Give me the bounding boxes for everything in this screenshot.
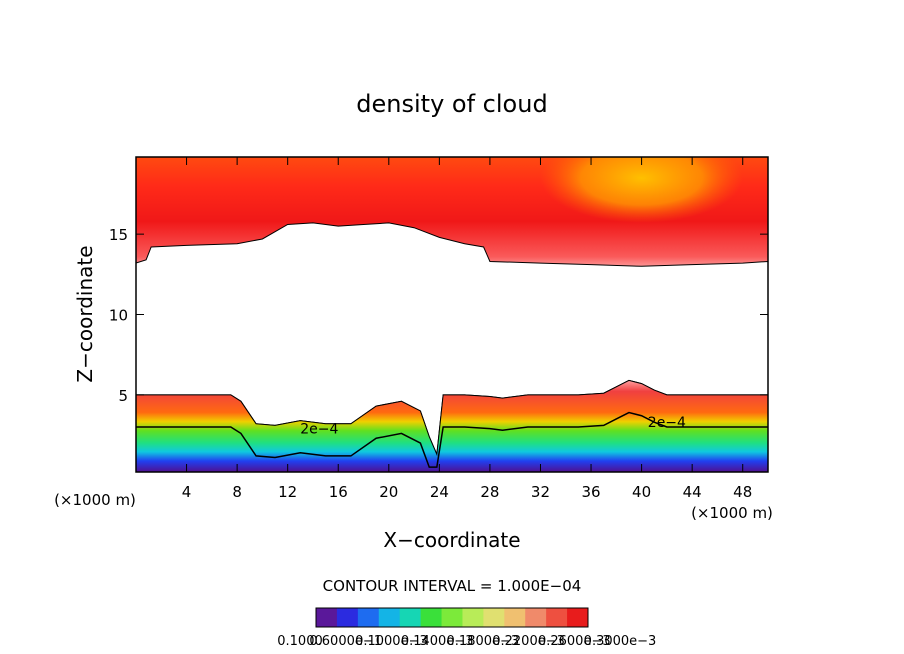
colorbar-swatch-7 (462, 608, 484, 627)
x-tick-label-1: 8 (232, 483, 242, 501)
upper-cloud-core (540, 157, 743, 223)
x-tick-label-9: 40 (632, 483, 651, 501)
x-tick-label-5: 24 (430, 483, 449, 501)
x-axis-label: X−coordinate (383, 528, 520, 552)
x-unit-left: (×1000 m) (54, 491, 136, 509)
colorbar-swatch-9 (504, 608, 526, 627)
lower-cloud-layer (136, 379, 768, 472)
colorbar-swatch-11 (546, 608, 568, 627)
colorbar-swatch-0 (316, 608, 338, 627)
y-axis-ticks: 5 10 15 (109, 226, 768, 405)
colorbar-swatch-1 (336, 608, 359, 627)
y-axis-label: Z−coordinate (73, 245, 97, 382)
contour-labels: 2e−4 2e−4 (300, 415, 686, 437)
y-tick-label-2: 15 (109, 226, 128, 244)
colorbar-swatch-8 (483, 608, 505, 627)
x-tick-label-0: 4 (182, 483, 192, 501)
contour-label-1: 2e−4 (648, 415, 686, 431)
y-tick-label-1: 10 (109, 307, 128, 325)
colorbar-outline (315, 607, 589, 628)
colorbar-swatch-6 (441, 608, 463, 627)
colorbar-label-1: 0.6000e−1 (309, 634, 382, 649)
colorbar-swatch-10 (525, 608, 547, 627)
colorbar-swatch-2 (357, 608, 380, 627)
contour-label-0: 2e−4 (300, 421, 338, 437)
x-unit-right: (×1000 m) (691, 504, 773, 522)
y-tick-label-0: 5 (118, 387, 128, 405)
colorbar (315, 607, 589, 628)
colorbar-label-4: 0.1800e−3 (447, 634, 520, 649)
x-axis-ticks: 4 8 12 16 20 24 28 32 36 40 44 48 (182, 157, 752, 501)
x-tick-label-6: 28 (480, 483, 499, 501)
colorbar-label-6: 0.2600e−3 (538, 634, 611, 649)
contour-line-2e-4 (136, 411, 768, 468)
x-tick-label-2: 12 (278, 483, 297, 501)
colorbar-swatch-5 (420, 608, 443, 627)
colorbar-swatch-3 (378, 608, 401, 627)
colorbar-label-0: 0.1000 (277, 634, 323, 649)
colorbar-swatch-4 (399, 608, 422, 627)
plot-area: 2e−4 2e−4 (136, 157, 768, 472)
colorbar-label-7: 0.3000e−3 (584, 634, 657, 649)
colorbar-swatch-12 (567, 608, 589, 627)
x-tick-label-3: 16 (329, 483, 348, 501)
x-tick-label-8: 36 (581, 483, 600, 501)
colorbar-label-5: 0.2200e−3 (492, 634, 565, 649)
colorbar-label-2: 0.1000e−3 (355, 634, 428, 649)
x-tick-label-4: 20 (379, 483, 398, 501)
x-tick-label-10: 44 (683, 483, 702, 501)
colorbar-labels: 0.10000.6000e−10.1000e−30.1400e−30.1800e… (277, 634, 656, 649)
x-tick-label-11: 48 (733, 483, 752, 501)
chart-title: density of cloud (356, 90, 547, 118)
x-tick-label-7: 32 (531, 483, 550, 501)
contour-interval-label: CONTOUR INTERVAL = 1.000E−04 (323, 577, 582, 595)
colorbar-label-3: 0.1400e−3 (401, 634, 474, 649)
